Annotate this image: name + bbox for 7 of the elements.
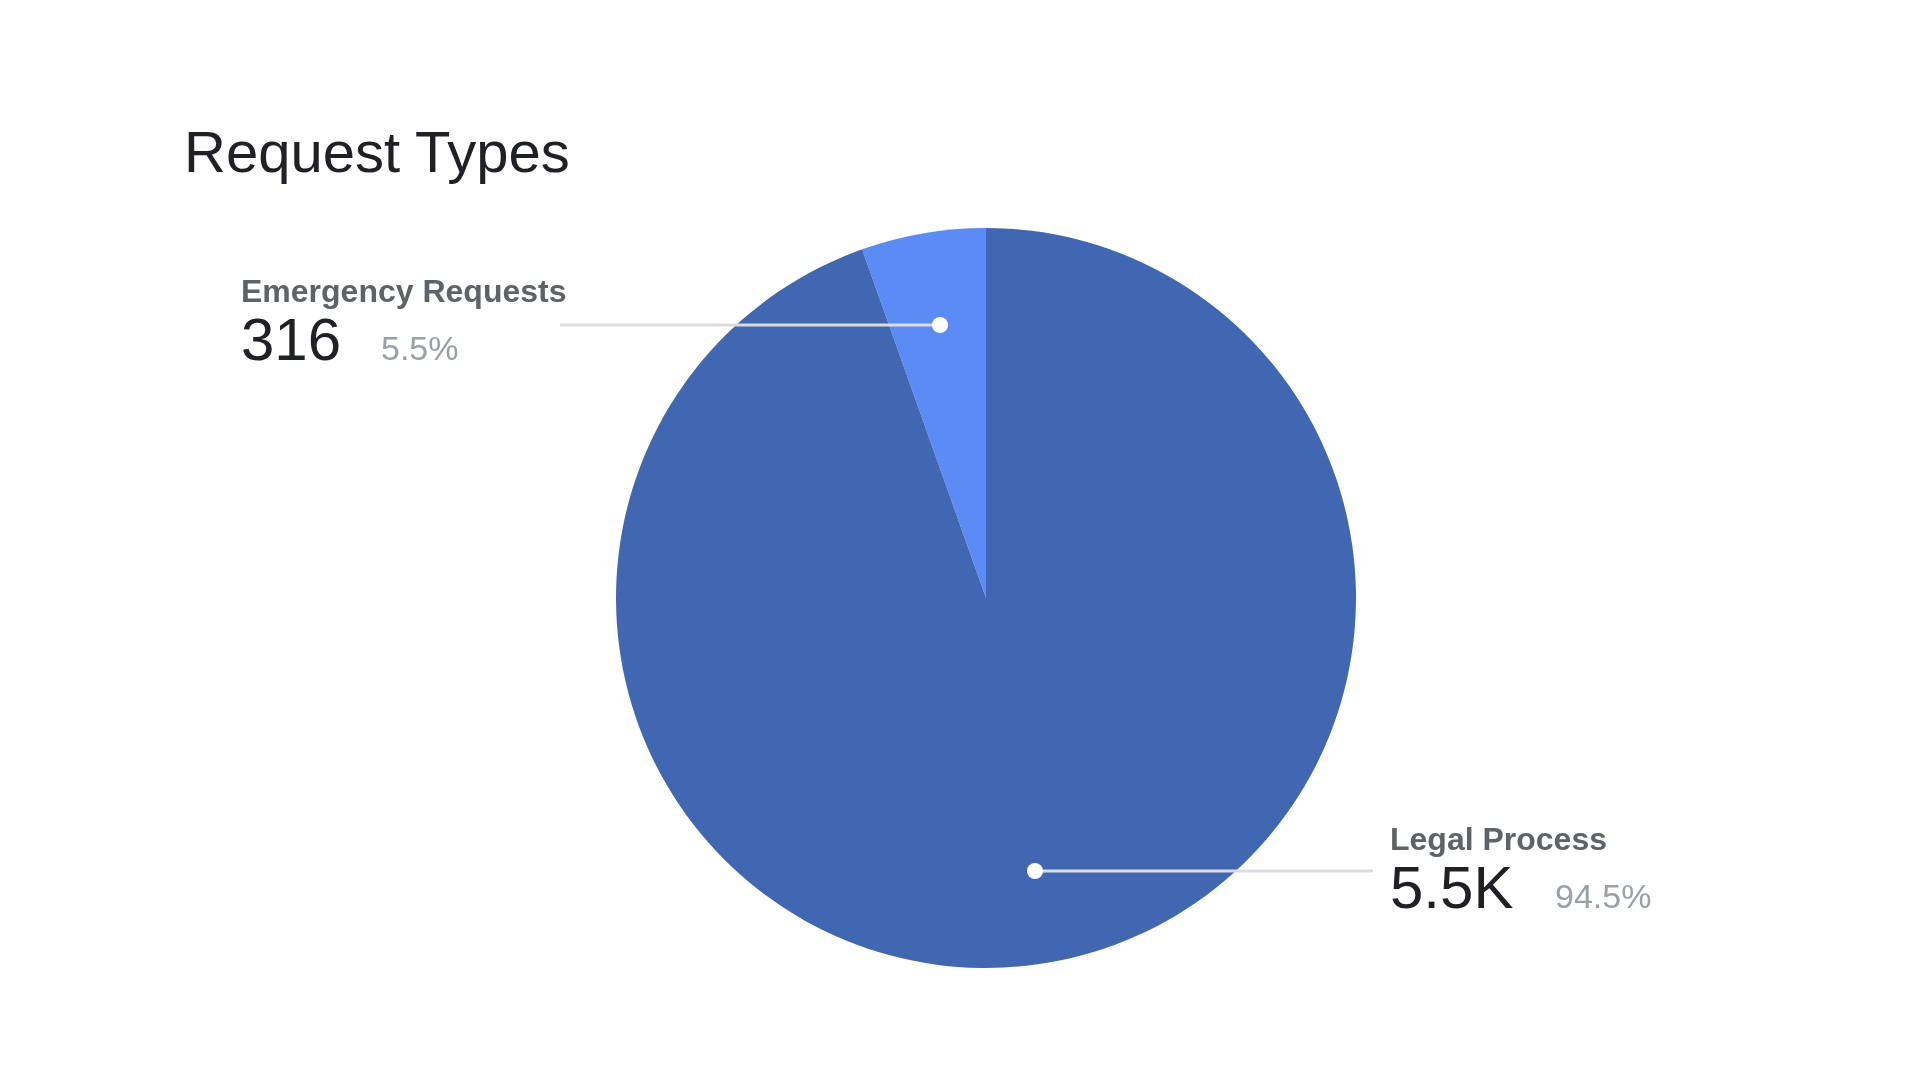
pie-slice — [862, 228, 986, 598]
slice-label: Emergency Requests — [241, 273, 567, 309]
pie-slice — [616, 228, 1356, 968]
text: 5.5% — [381, 329, 459, 367]
text: 94.5% — [1555, 877, 1652, 915]
slice-label: Legal Process — [1390, 821, 1607, 857]
chart-title: Request Types — [184, 119, 570, 184]
